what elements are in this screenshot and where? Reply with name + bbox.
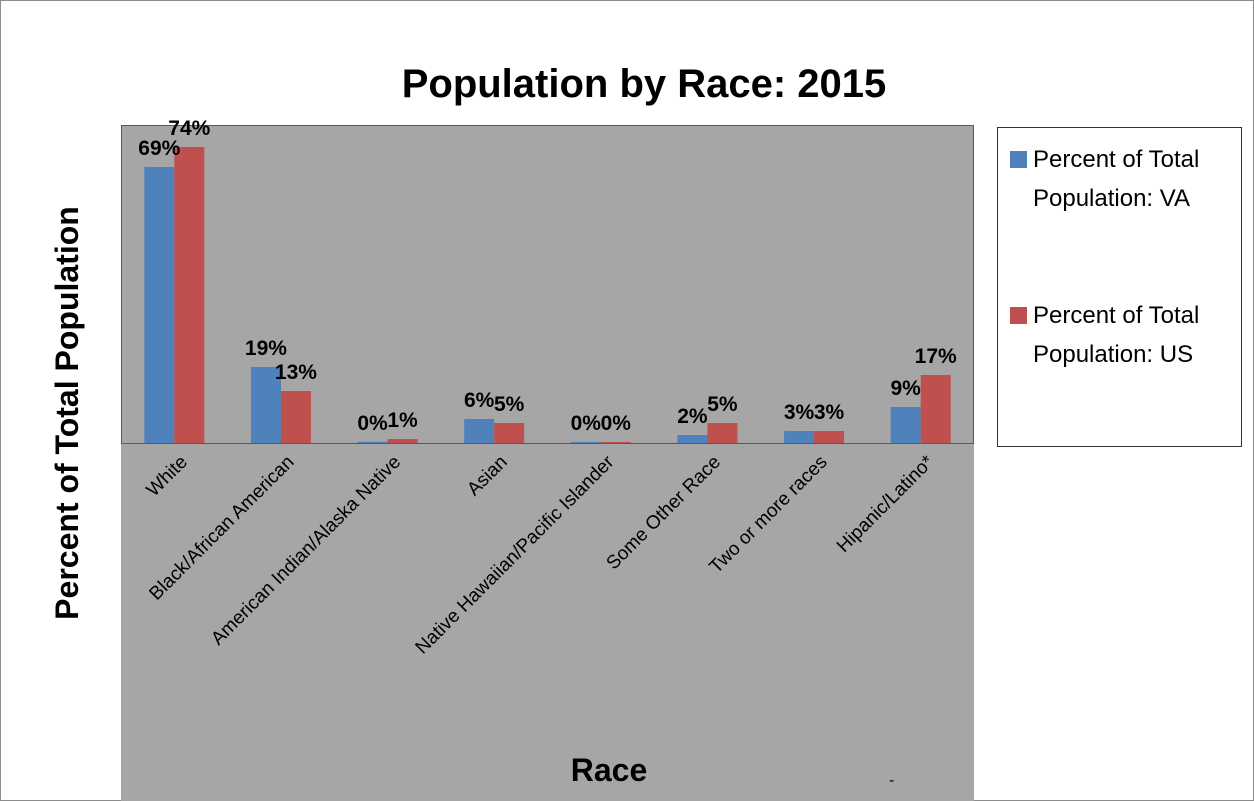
- data-label-us-7: 17%: [915, 345, 957, 368]
- legend-label-va: Percent of Total Population: VA: [1033, 146, 1200, 212]
- category-tick-label-4: Native Hawaiian/Pacific Islander: [412, 451, 619, 658]
- data-label-va-7: 9%: [891, 377, 922, 400]
- category-tick-label-6: Two or more races: [706, 452, 832, 578]
- bar-us-0: [174, 147, 205, 443]
- bar-us-6: [814, 431, 845, 443]
- bar-va-6: [784, 431, 815, 443]
- bar-va-7: [890, 407, 921, 443]
- bar-va-5: [677, 435, 708, 443]
- data-label-us-4: 0%: [601, 412, 632, 435]
- data-labels-layer: 69%74%19%13%0% 1%6% 5%0% 0% 2%5% 3% 3%9%17%: [138, 117, 957, 435]
- bar-va-3: [464, 419, 495, 443]
- bar-us-7: [920, 375, 951, 443]
- bar-us-4: [600, 442, 631, 443]
- bar-va-2: [357, 441, 388, 443]
- bar-us-2: [387, 439, 418, 443]
- legend-label-us: Percent of Total Population: US: [1033, 302, 1200, 368]
- category-tick-label-0: White: [143, 452, 192, 501]
- legend-item-us: Percent of Total Population: US: [1010, 296, 1233, 374]
- bar-us-1: [280, 391, 311, 443]
- data-label-us-6: 3%: [814, 401, 845, 424]
- chart-title: Population by Race: 2015: [402, 62, 887, 106]
- category-tick-label-2: American Indian/Alaska Native: [207, 452, 405, 650]
- stray-dash-mark: -: [889, 772, 895, 789]
- legend-swatch-va: [1010, 151, 1027, 168]
- legend: Percent of Total Population: VA Percent …: [997, 127, 1242, 447]
- data-label-us-3: 5%: [494, 393, 525, 416]
- data-label-va-1: 19%: [245, 337, 287, 360]
- data-label-va-2: 0%: [357, 412, 388, 435]
- category-tick-label-3: Asian: [463, 452, 511, 500]
- data-label-va-3: 6%: [464, 389, 495, 412]
- data-label-us-5: 5%: [707, 393, 738, 416]
- data-label-va-4: 0%: [571, 412, 602, 435]
- legend-item-va: Percent of Total Population: VA: [1010, 140, 1233, 218]
- data-label-va-0: 69%: [138, 137, 180, 160]
- x-axis-title: Race: [571, 752, 648, 788]
- bar-va-1: [250, 367, 281, 443]
- data-label-va-6: 3%: [784, 401, 815, 424]
- bar-va-0: [144, 167, 175, 443]
- plot-area: [121, 125, 974, 801]
- data-label-us-2: 1%: [387, 409, 418, 432]
- data-label-va-5: 2%: [677, 405, 708, 428]
- y-axis-title: Percent of Total Population: [49, 206, 85, 620]
- legend-swatch-us: [1010, 307, 1027, 324]
- category-tick-label-5: Some Other Race: [603, 452, 725, 574]
- bar-us-3: [494, 423, 525, 443]
- bar-va-4: [570, 442, 601, 443]
- data-label-us-1: 13%: [275, 361, 317, 384]
- category-tick-label-7: Hipanic/Latino*: [833, 451, 939, 557]
- bars-layer: [144, 147, 951, 443]
- data-label-us-0: 74%: [168, 117, 210, 140]
- bar-us-5: [707, 423, 738, 443]
